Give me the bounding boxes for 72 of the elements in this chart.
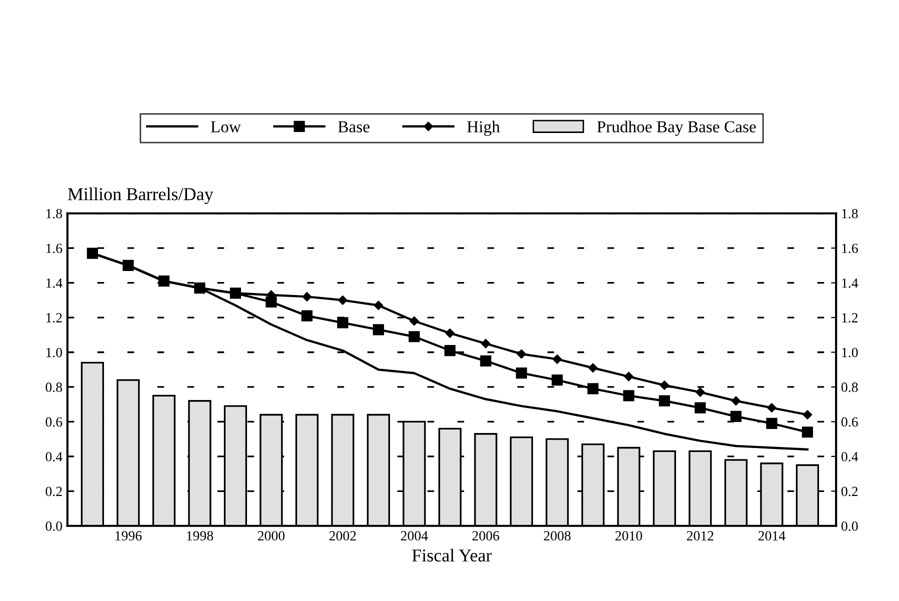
point: [230, 288, 242, 299]
y2-tick-label: 1.0: [842, 348, 858, 358]
x-axis-title: Fiscal Year: [412, 548, 492, 562]
point: [86, 248, 98, 259]
y2-tick-label: 1.4: [842, 278, 858, 288]
x-tick-label: 2002: [329, 531, 356, 541]
point: [802, 410, 812, 420]
x-tick-label: 2012: [686, 531, 714, 541]
point: [730, 410, 742, 422]
point: [481, 338, 490, 348]
x-tick-label: 1998: [187, 531, 214, 541]
point: [338, 296, 348, 305]
point: [767, 403, 776, 412]
point: [552, 354, 562, 364]
point: [445, 328, 455, 338]
point: [731, 396, 741, 406]
x-tick-label: 2014: [758, 531, 786, 541]
point: [480, 355, 492, 366]
y-tick-label: 0.8: [46, 382, 62, 392]
point: [158, 276, 170, 287]
point: [516, 368, 528, 379]
point: [410, 316, 419, 326]
point: [374, 300, 384, 310]
y2-tick-label: 0.0: [841, 521, 858, 531]
x-tick-label: 2008: [544, 531, 571, 541]
point: [624, 372, 634, 382]
x-tick-label: 1996: [116, 531, 142, 541]
y2-tick-label: 0.8: [841, 382, 858, 392]
y2-tick-label: 1.2: [842, 313, 858, 323]
point: [694, 402, 706, 414]
point: [658, 395, 670, 406]
x-tick-label: 2004: [400, 531, 428, 541]
x-tick-label: 2010: [615, 531, 642, 541]
y-tick-label: 0.4: [46, 452, 62, 462]
y-tick-label: 0.2: [46, 486, 62, 496]
y2-tick-label: 1.6: [842, 244, 858, 254]
legend-label: Low: [210, 121, 241, 132]
x-tick-label: 2006: [472, 531, 500, 541]
point: [802, 426, 814, 438]
point: [266, 296, 277, 308]
point: [444, 344, 456, 356]
y-tick-label: 1.6: [46, 244, 62, 254]
y2-tick-label: 0.6: [841, 417, 858, 427]
point: [660, 380, 670, 390]
point: [337, 317, 348, 328]
y2-tick-label: 0.4: [841, 452, 858, 462]
y-tick-label: 1.8: [46, 208, 62, 218]
point: [587, 383, 599, 394]
y-tick-label: 0.0: [46, 521, 62, 531]
x-tick-label: 2000: [258, 531, 285, 541]
y2-tick-label: 0.2: [841, 486, 858, 496]
point: [623, 390, 634, 402]
y-tick-label: 0.6: [46, 417, 62, 427]
point: [766, 418, 778, 429]
point: [588, 363, 598, 373]
y2-tick-label: 1.8: [842, 208, 858, 218]
y-tick-label: 1.4: [46, 278, 62, 288]
point: [301, 310, 313, 322]
y-tick-label: 1.2: [46, 313, 62, 323]
legend-label: Prudhoe Bay Base Case: [597, 120, 756, 136]
point: [408, 331, 420, 342]
point: [302, 292, 312, 302]
legend-label: High: [467, 120, 500, 136]
point: [372, 324, 384, 336]
point: [696, 388, 705, 397]
point: [122, 260, 134, 271]
point: [516, 349, 526, 359]
legend-label: Base: [338, 121, 370, 132]
point: [552, 374, 563, 386]
y-axis-title: Million Barrels/Day: [68, 188, 214, 204]
y-tick-label: 1.0: [46, 348, 62, 358]
point: [194, 282, 206, 294]
